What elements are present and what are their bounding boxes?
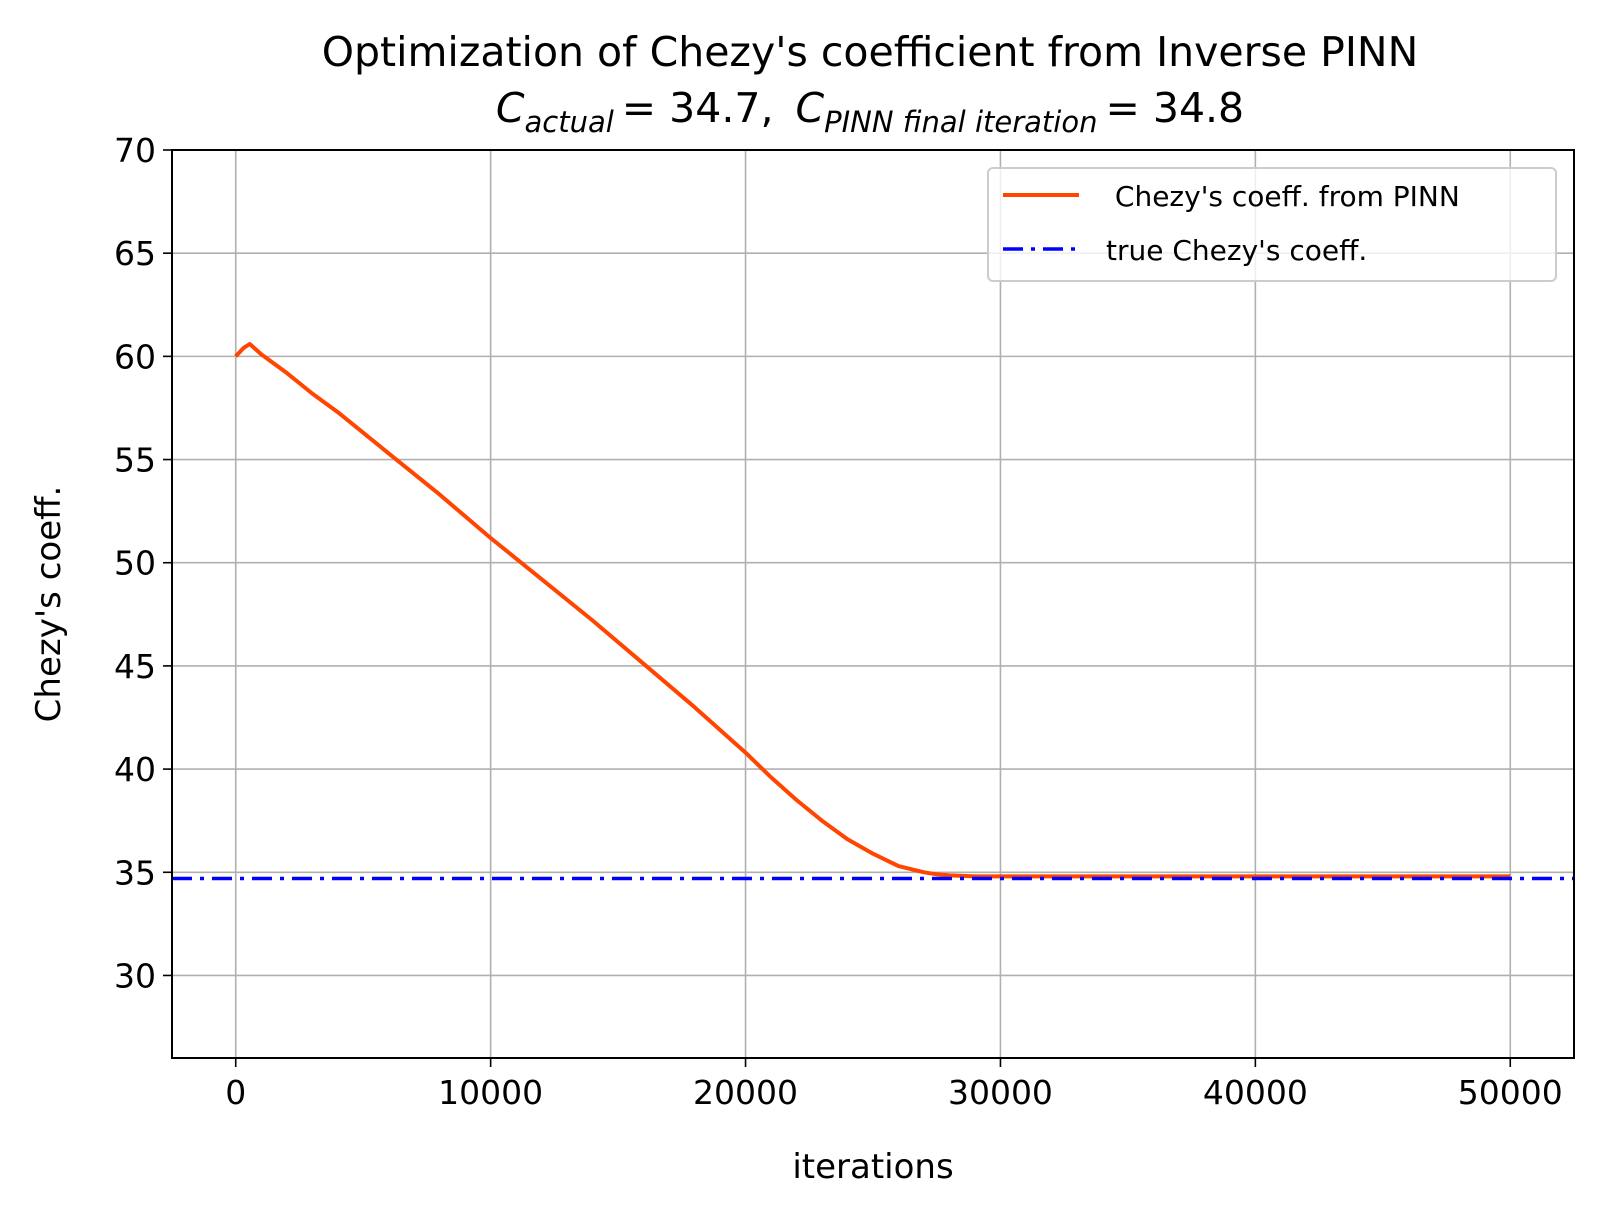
x-tick-label: 50000 [1458,1073,1563,1112]
axis-ticks: 0 10000 20000 30000 40000 50000 30 35 40 45 50 55 60… [114,131,1563,1112]
y-tick-label: 55 [114,441,156,480]
y-tick-label: 40 [114,750,156,789]
x-tick-label: 10000 [438,1073,543,1112]
y-tick-label: 45 [114,647,156,686]
plot-frame [171,149,1575,1059]
c-actual-subscript: actual [524,105,613,139]
y-tick-label: 65 [114,234,156,273]
y-axis-label: Chezy's coeff. [29,486,69,723]
legend-label-pinn: Chezy's coeff. from PINN [1106,180,1460,213]
y-tick-label: 60 [114,337,156,376]
legend-label-true: true Chezy's coeff. [1106,234,1367,267]
c-pinn-symbol: C [796,84,825,132]
x-tick-label: 30000 [948,1073,1053,1112]
y-tick-label: 70 [114,131,156,170]
series-line-pinn [234,342,1511,879]
legend-box [987,167,1557,282]
series-layer [172,342,1574,881]
y-tick-label: 35 [114,853,156,892]
chart-title: Optimization of Chezy's coefficient from… [322,28,1419,76]
x-tick-label: 0 [225,1073,246,1112]
c-actual-symbol: C [496,84,525,132]
chart-subtitle: Cactual = 34.7, CPINN final iteration = 34.… [496,84,1244,139]
x-tick-label: 40000 [1203,1073,1308,1112]
x-axis-label: iterations [792,1147,953,1187]
c-actual-value: = 34.7, [622,84,774,132]
c-pinn-value: = 34.8 [1105,84,1244,132]
y-tick-label: 50 [114,544,156,583]
legend: Chezy's coeff. from PINN true Chezy's co… [987,167,1557,282]
c-pinn-subscript: PINN final iteration [824,105,1097,139]
y-tick-label: 30 [114,956,156,995]
x-tick-label: 20000 [693,1073,798,1112]
grid-lines [172,149,1574,1058]
